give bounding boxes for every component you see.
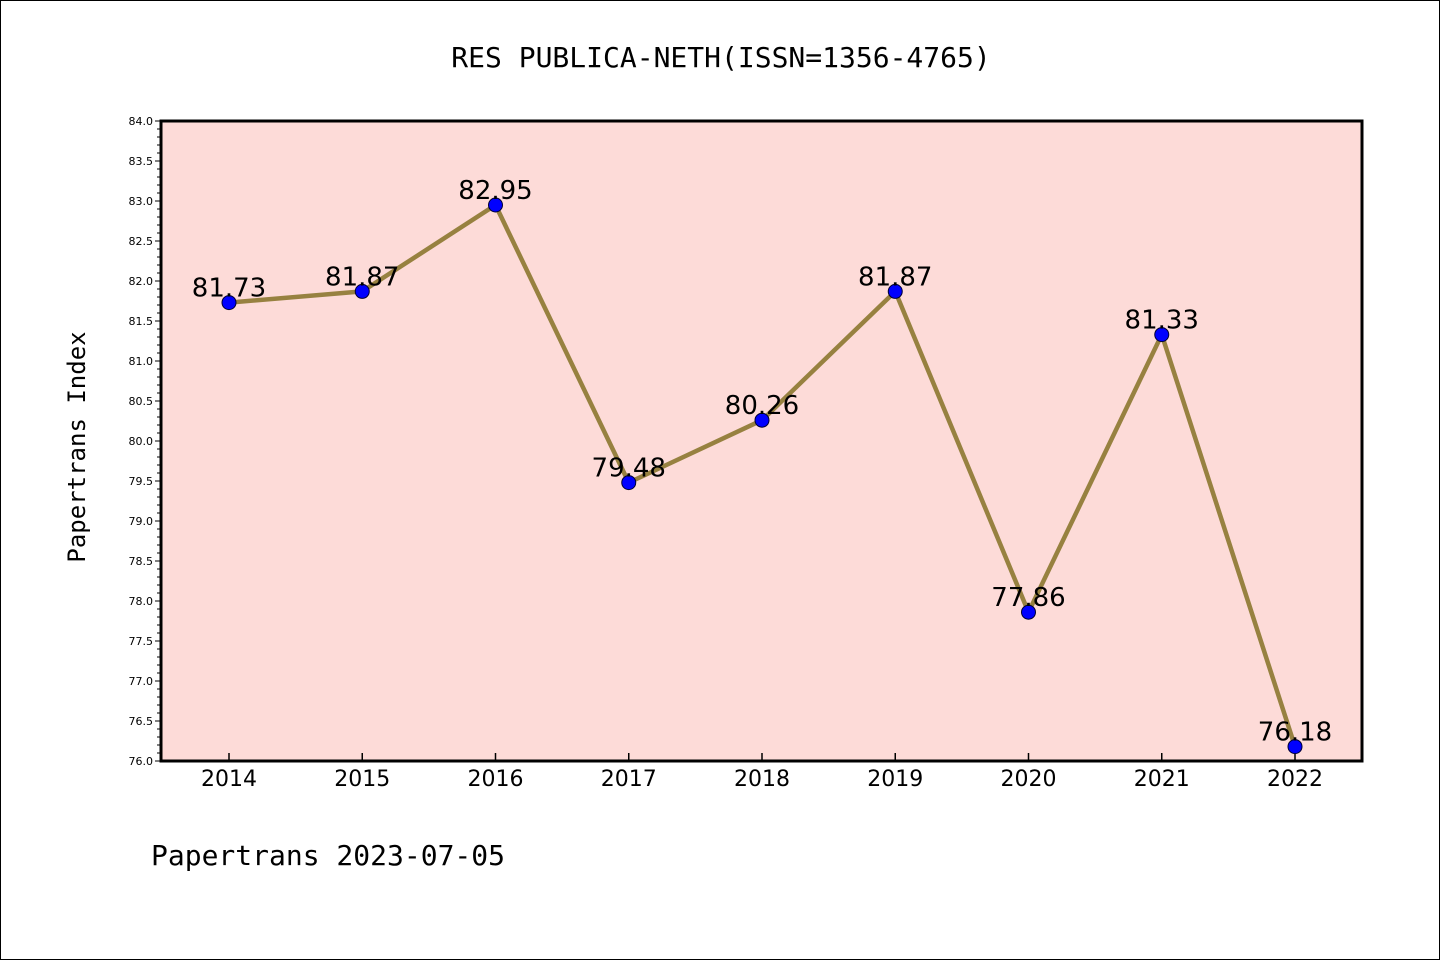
data-point: [1287, 739, 1303, 755]
y-tick-label: 78.0: [129, 595, 154, 608]
data-point: [1021, 604, 1036, 620]
x-tick-label: 2020: [1001, 767, 1057, 792]
x-tick-label: 2022: [1267, 767, 1323, 792]
y-tick-label: 80.0: [129, 435, 154, 448]
plot-area: [159, 119, 1364, 763]
x-tick-label: 2017: [601, 767, 657, 792]
y-tick-label: 76.0: [129, 755, 154, 768]
data-label: 80.26: [725, 391, 799, 421]
x-axis: 2014 2015 2016 2017 2018 2019 2020 2021 2022: [201, 753, 1323, 792]
data-label: 82.95: [458, 176, 532, 206]
data-label: 81.33: [1125, 306, 1199, 336]
data-label: 77.86: [991, 583, 1065, 613]
data-label: 81.87: [858, 262, 932, 292]
x-tick-label: 2016: [468, 767, 524, 792]
y-tick-label: 81.0: [129, 355, 154, 368]
y-tick-label: 83.0: [129, 195, 154, 208]
y-tick-label: 82.5: [129, 235, 154, 248]
x-tick-label: 2014: [201, 767, 257, 792]
y-tick-label: 79.0: [129, 515, 154, 528]
chart-title: RES PUBLICA-NETH(ISSN=1356-4765): [451, 41, 990, 74]
y-tick-label: 79.5: [129, 475, 154, 488]
y-tick-label: 83.5: [129, 155, 154, 168]
y-tick-label: 84.0: [129, 115, 154, 128]
series-group: 81.73 81.87 82.95 79.48 80.26 81.87 77.86 81.33…: [192, 176, 1332, 755]
y-axis-label: Papertrans Index: [63, 331, 91, 562]
y-tick-label: 80.5: [129, 395, 154, 408]
data-label: 79.48: [592, 454, 666, 484]
data-point: [354, 283, 370, 299]
y-tick-label: 82.0: [129, 275, 154, 288]
x-tick-label: 2015: [334, 767, 390, 792]
y-tick-label: 78.5: [129, 555, 154, 568]
y-axis: 76.0 76.5 77.0 77.5 78.0 78.5 79.0 79.5 80.0 80.5…: [129, 115, 161, 768]
footer-credit: Papertrans 2023-07-05: [151, 839, 505, 872]
data-point: [621, 475, 637, 491]
x-tick-label: 2019: [867, 767, 923, 792]
y-tick-label: 81.5: [129, 315, 154, 328]
data-label: 81.87: [325, 262, 399, 292]
x-tick-label: 2018: [734, 767, 790, 792]
y-tick-label: 77.5: [129, 635, 154, 648]
data-point: [887, 283, 903, 299]
data-point: [754, 412, 770, 428]
x-tick-label: 2021: [1134, 767, 1190, 792]
data-point: [488, 197, 503, 213]
data-label: 76.18: [1258, 718, 1332, 748]
y-tick-label: 76.5: [129, 715, 154, 728]
y-tick-label: 77.0: [129, 675, 154, 688]
data-point: [1154, 327, 1170, 343]
data-label: 81.73: [192, 274, 266, 304]
data-point: [221, 295, 237, 311]
